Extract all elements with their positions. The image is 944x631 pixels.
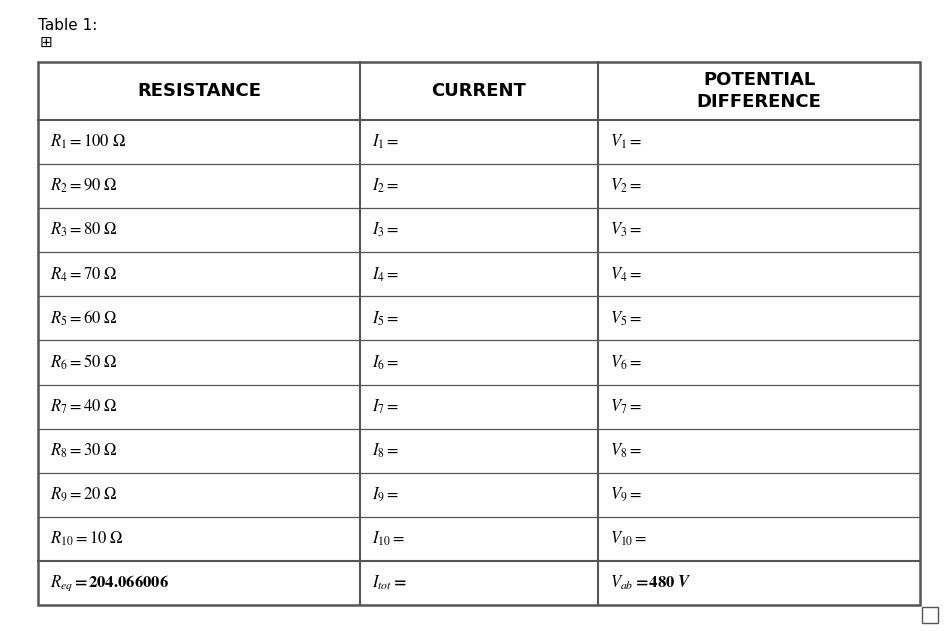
Text: $I_5 =$: $I_5 =$ xyxy=(372,309,398,327)
Text: $V_9 =$: $V_9 =$ xyxy=(610,486,641,504)
Text: Table 1:: Table 1: xyxy=(38,18,97,33)
Text: $V_5 =$: $V_5 =$ xyxy=(610,309,641,327)
Text: $R_5 = 60\ \Omega$: $R_5 = 60\ \Omega$ xyxy=(50,309,118,328)
Text: $I_1 =$: $I_1 =$ xyxy=(372,133,398,151)
Text: $I_8 =$: $I_8 =$ xyxy=(372,442,398,460)
Text: $I_{10} =$: $I_{10} =$ xyxy=(372,529,405,548)
Text: $I_4 =$: $I_4 =$ xyxy=(372,265,398,283)
Bar xyxy=(921,607,937,623)
Text: $I_9 =$: $I_9 =$ xyxy=(372,486,398,504)
Bar xyxy=(38,62,919,605)
Text: $V_3 =$: $V_3 =$ xyxy=(610,221,641,239)
Bar xyxy=(38,62,919,605)
Text: $R_4 = 70\ \Omega$: $R_4 = 70\ \Omega$ xyxy=(50,265,118,283)
Text: $\boldsymbol{I_{tot} =}$: $\boldsymbol{I_{tot} =}$ xyxy=(372,574,406,592)
Text: $V_{10} =$: $V_{10} =$ xyxy=(610,529,647,548)
Text: CURRENT: CURRENT xyxy=(431,82,526,100)
Text: $I_6 =$: $I_6 =$ xyxy=(372,353,398,372)
Text: $R_2 = 90\ \Omega$: $R_2 = 90\ \Omega$ xyxy=(50,177,118,196)
Text: $V_8 =$: $V_8 =$ xyxy=(610,442,641,460)
Text: $R_8 = 30\ \Omega$: $R_8 = 30\ \Omega$ xyxy=(50,442,118,460)
Text: $R_7 = 40\ \Omega$: $R_7 = 40\ \Omega$ xyxy=(50,398,118,416)
Text: $I_2 =$: $I_2 =$ xyxy=(372,177,398,196)
Text: $I_7 =$: $I_7 =$ xyxy=(372,398,398,416)
Text: $R_1 = 100\ \Omega$: $R_1 = 100\ \Omega$ xyxy=(50,133,126,151)
Text: $R_6 = 50\ \Omega$: $R_6 = 50\ \Omega$ xyxy=(50,353,118,372)
Text: $I_3 =$: $I_3 =$ xyxy=(372,221,398,239)
Text: $V_4 =$: $V_4 =$ xyxy=(610,265,641,283)
Text: $V_7 =$: $V_7 =$ xyxy=(610,398,641,416)
Text: $V_6 =$: $V_6 =$ xyxy=(610,353,641,372)
Text: $\boldsymbol{R_{eq} = 204.066006}$: $\boldsymbol{R_{eq} = 204.066006}$ xyxy=(50,573,169,593)
Text: $\boldsymbol{V_{ab} = 480\ V}$: $\boldsymbol{V_{ab} = 480\ V}$ xyxy=(610,574,691,592)
Text: $R_3 = 80\ \Omega$: $R_3 = 80\ \Omega$ xyxy=(50,221,118,239)
Text: $R_9 = 20\ \Omega$: $R_9 = 20\ \Omega$ xyxy=(50,486,118,504)
Text: $R_{10} = 10\ \Omega$: $R_{10} = 10\ \Omega$ xyxy=(50,529,124,548)
Text: RESISTANCE: RESISTANCE xyxy=(137,82,261,100)
Text: POTENTIAL
DIFFERENCE: POTENTIAL DIFFERENCE xyxy=(696,71,820,112)
Text: $V_2 =$: $V_2 =$ xyxy=(610,177,641,196)
Text: ⊞: ⊞ xyxy=(40,35,53,49)
Text: $V_1 =$: $V_1 =$ xyxy=(610,133,641,151)
